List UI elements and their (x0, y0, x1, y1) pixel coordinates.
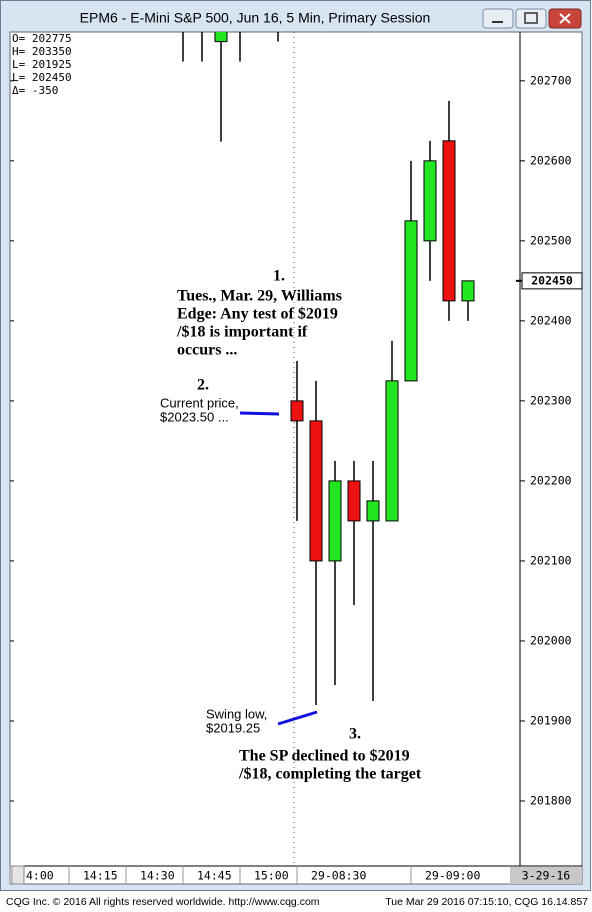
candle-body (347, 480, 361, 522)
footer-right: Tue Mar 29 2016 07:15:10, CQG 16.14.857 (385, 896, 588, 908)
x-tick-label: 4:00 (26, 869, 54, 883)
annotation-text: Current price, (160, 395, 239, 410)
x-tick-label: 14:45 (197, 869, 232, 883)
footer-left: CQG Inc. © 2016 All rights reserved worl… (6, 896, 320, 908)
annotation-number: 2. (197, 377, 209, 394)
maximize-button[interactable] (515, 8, 547, 29)
annotation-text: occurs ... (177, 342, 237, 359)
candle-body (461, 280, 475, 302)
window-title: EPM6 - E-Mini S&P 500, Jun 16, 5 Min, Pr… (80, 10, 431, 26)
candle-body (290, 400, 304, 422)
ohlc-info: L= 202450 (12, 71, 72, 84)
y-tick-label: 202500 (530, 233, 572, 247)
last-price-label: 202450 (531, 273, 573, 287)
candle-body (309, 420, 323, 562)
date-label: 3-29-16 (522, 869, 571, 883)
annotation-text: Tues., Mar. 29, Williams (177, 288, 342, 305)
ohlc-info: L= 201925 (12, 58, 72, 71)
maximize-icon (524, 12, 538, 24)
window-buttons[interactable] (482, 8, 582, 29)
x-tick-label: 14:15 (83, 869, 118, 883)
x-tick-label: 15:00 (254, 869, 289, 883)
candle-body (328, 480, 342, 562)
annotation-text: $2019.25 (206, 720, 260, 735)
annotation-text: $2023.50 ... (160, 409, 229, 424)
annotation-number: 1. (273, 268, 285, 285)
y-tick-label: 201800 (530, 793, 572, 807)
y-tick-label: 202300 (530, 393, 572, 407)
x-tick-label: 14:30 (140, 869, 175, 883)
candle-body (385, 380, 399, 522)
y-tick-label: 201900 (530, 713, 572, 727)
ohlc-info: Δ= -350 (12, 84, 58, 97)
annotation-pointer (239, 411, 280, 416)
annotation-text: /$18, completing the target (238, 766, 422, 783)
corner-box (9, 865, 25, 885)
candle-body (423, 160, 437, 242)
candle-body (404, 220, 418, 382)
annotation-text: /$18 is important if (176, 324, 308, 341)
candle-body (442, 140, 456, 302)
ohlc-info: O= 202775 (12, 32, 72, 45)
candle-body (366, 500, 380, 522)
y-tick-label: 202600 (530, 153, 572, 167)
annotation-pointer (277, 710, 318, 726)
y-tick-label: 202000 (530, 633, 572, 647)
x-tick-label: 29-08:30 (311, 869, 366, 883)
last-price-box (521, 272, 583, 290)
y-tick-label: 202400 (530, 313, 572, 327)
annotation-text: Edge: Any test of $2019 (177, 306, 338, 323)
annotation-number: 3. (349, 726, 361, 743)
y-tick-label: 202200 (530, 473, 572, 487)
y-tick-label: 202100 (530, 553, 572, 567)
annotation-text: Swing low, (206, 706, 267, 721)
y-tick-label: 202700 (530, 73, 572, 87)
annotation-text: The SP declined to $2019 (239, 748, 410, 765)
x-tick-label: 29-09:00 (425, 869, 480, 883)
candles (182, 32, 475, 705)
minimize-button[interactable] (482, 8, 514, 29)
plot-area (9, 31, 583, 885)
close-icon (559, 13, 571, 24)
ohlc-info: H= 203350 (12, 45, 72, 58)
date-box (510, 867, 582, 884)
candle-body (214, 32, 228, 43)
